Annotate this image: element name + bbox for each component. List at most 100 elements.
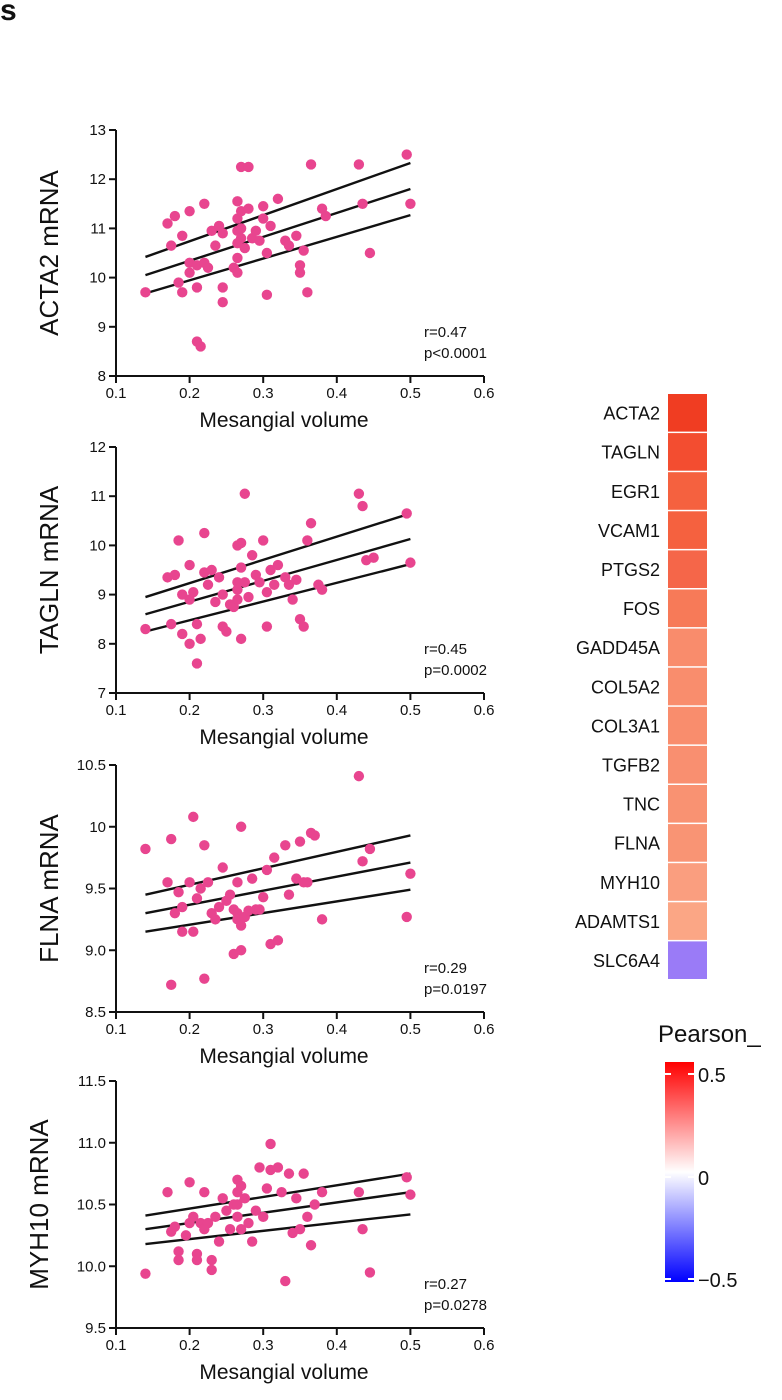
data-point [261,289,273,301]
gene-label: TGFB2 [602,755,660,775]
data-point [276,1186,287,1198]
data-point [258,1211,269,1223]
y-tick-label: 12 [89,439,106,456]
data-point [261,864,273,876]
data-point [235,161,247,173]
heatmap-cell [668,902,707,940]
data-point [166,833,177,845]
ci-upper-line [145,161,411,259]
data-point [269,579,280,590]
data-point [254,235,265,246]
data-point [239,577,250,588]
data-point [265,220,276,232]
heatmap-cell [668,628,707,667]
data-point [206,1254,217,1266]
gene-label: VCAM1 [598,521,660,541]
data-point [254,577,265,588]
y-tick-label: 10.5 [77,757,106,774]
data-point [188,1211,199,1223]
x-tick-label: 0.3 [253,702,274,719]
data-point [272,193,284,205]
data-point [364,247,376,259]
data-point [202,1217,214,1229]
x-tick-label: 0.6 [474,1337,495,1354]
y-tick-label: 8 [98,368,106,385]
heatmap-cell [668,785,707,823]
data-point [283,1168,295,1179]
r-value-label: r=0.45 [424,641,467,658]
data-point [405,868,416,879]
regression-line [145,861,411,915]
x-tick-label: 0.2 [179,702,200,719]
data-point [188,926,199,937]
data-point [405,557,416,568]
y-axis-title: ACTA2 mRNA [34,170,64,336]
color-legend: Pearson_ 0.5 0 −0.5 [658,1021,761,1292]
p-value-label: p=0.0197 [424,981,487,998]
data-point [173,1254,184,1266]
ci-upper-line [145,512,411,599]
x-tick-label: 0.6 [474,385,495,402]
heatmap-cell [668,863,707,901]
legend-title: Pearson_ [658,1021,761,1048]
data-point [272,559,284,571]
scatter-panel-2: 0.1 0.2 0.3 0.4 0.5 0.6 7 8 9 10 11 12 Mesangial vol… [34,439,494,749]
data-point [254,904,265,915]
y-tick-label: 10.0 [77,1258,106,1275]
ci-lower-line [145,1213,411,1246]
data-point [173,277,184,288]
y-tick-label: 9 [98,319,106,336]
data-point [232,594,243,605]
data-point [217,589,228,600]
data-point [405,1189,416,1200]
data-point [258,891,269,903]
gene-label: GADD45A [576,638,660,658]
x-tick-label: 0.3 [253,1337,274,1354]
data-point [169,569,181,581]
data-point [195,341,206,352]
data-point [173,535,184,546]
x-tick-label: 0.2 [179,1021,200,1038]
data-point [305,159,317,170]
data-point [166,240,177,251]
data-point [243,591,254,603]
x-tick-label: 0.5 [400,1021,421,1038]
data-point [239,488,250,499]
data-point [283,240,295,251]
ci-lower-line [145,888,411,933]
scatter-panel-3: 0.1 0.2 0.3 0.4 0.5 0.6 8.5 9.0 9.5 10 10.5 Mesangi… [34,757,494,1068]
gene-label: PTGS2 [601,560,660,580]
data-point [235,233,247,244]
data-point [261,621,273,632]
data-point [280,1275,291,1287]
regression-line [145,537,411,616]
gene-label: COL5A2 [591,677,660,697]
y-tick-label: 7 [98,685,106,702]
y-tick-label: 10.5 [77,1197,106,1214]
data-point [291,574,302,586]
data-point [199,527,210,539]
r-value-label: r=0.47 [424,324,467,341]
scatter-panel-4: 0.1 0.2 0.3 0.4 0.5 0.6 9.5 10.0 10.5 11.0 11.5 Mes… [24,1073,494,1384]
data-point [357,856,368,867]
y-tick-label: 11 [90,220,106,237]
x-tick-label: 0.4 [326,1337,347,1354]
y-tick-label: 13 [89,122,106,139]
data-point [217,862,228,873]
data-point [162,1186,173,1198]
heatmap-cell [668,433,707,471]
y-tick-label: 8 [98,636,106,653]
heatmap-cell [668,589,707,628]
data-point [177,230,188,241]
data-point [232,196,243,207]
data-point [199,973,210,984]
data-point [177,589,188,600]
data-point [235,633,247,645]
gene-label: FLNA [614,834,660,854]
data-point [316,914,328,925]
y-tick-label: 10 [89,270,106,287]
gene-label: TNC [623,795,660,815]
data-point [298,621,309,632]
y-tick-label: 9.5 [85,881,106,898]
data-point [265,564,276,576]
